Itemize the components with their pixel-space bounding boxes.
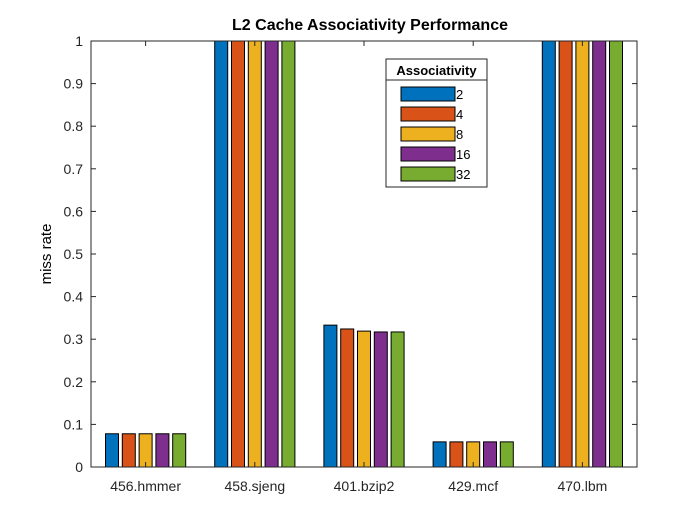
bar-470.lbm-series-32 [609, 40, 623, 468]
y-tick-label: 0.8 [64, 118, 84, 134]
y-tick-label: 1 [75, 33, 83, 49]
y-tick-label: 0.2 [64, 374, 84, 390]
bar-458.sjeng-series-4 [231, 40, 245, 468]
bar-458.sjeng-series-32 [281, 40, 296, 468]
legend-label-2: 2 [456, 87, 463, 102]
x-tick-label: 470.lbm [557, 478, 607, 494]
legend-swatch-32 [400, 166, 456, 182]
y-tick-label: 0.1 [64, 416, 84, 432]
bar-470.lbm-series-16 [592, 40, 607, 468]
bar-456.hmmer-series-2 [105, 433, 119, 468]
legend-swatch-2 [400, 86, 456, 102]
legend-label-32: 32 [456, 167, 470, 182]
y-tick-label: 0.5 [64, 246, 84, 262]
x-tick-label: 401.bzip2 [334, 478, 395, 494]
legend-swatch-8 [400, 126, 456, 142]
y-tick-label: 0.3 [64, 331, 84, 347]
legend-swatch-4 [400, 106, 456, 122]
bar-458.sjeng-series-16 [264, 40, 279, 468]
y-tick-label: 0.4 [64, 289, 84, 305]
bar-429.mcf-series-16 [483, 441, 497, 468]
plot-area: 456.hmmer 458.sjeng 401.bzip2 429.mcf 470.lb… [64, 33, 638, 494]
bar-429.mcf-series-32 [499, 441, 514, 468]
legend-label-8: 8 [456, 127, 463, 142]
bar-458.sjeng-series-8 [247, 40, 262, 468]
bar-429.mcf-series-4 [449, 441, 464, 468]
x-tick-label: 429.mcf [448, 478, 498, 494]
bar-401.bzip2-series-16 [373, 331, 388, 468]
y-tick-label: 0.6 [64, 203, 84, 219]
x-tick-label: 456.hmmer [110, 478, 181, 494]
legend-swatch-16 [400, 146, 456, 162]
x-tick-label: 458.sjeng [224, 478, 285, 494]
y-tick-label: 0.7 [64, 161, 84, 177]
y-tick-label: 0 [75, 459, 83, 475]
y-tick-label: 0.9 [64, 76, 84, 92]
bar-401.bzip2-series-32 [390, 331, 405, 468]
bar-470.lbm-series-2 [541, 40, 556, 468]
bar-470.lbm-series-8 [575, 40, 590, 468]
legend-label-16: 16 [456, 147, 470, 162]
bar-458.sjeng-series-2 [214, 40, 229, 468]
axes-box [90, 40, 638, 468]
bar-456.hmmer-series-32 [172, 433, 187, 468]
y-axis-label: miss rate [38, 224, 55, 285]
chart-title: L2 Cache Associativity Performance [232, 17, 508, 34]
bar-456.hmmer-series-4 [121, 433, 136, 468]
legend-title: Associativity [396, 63, 477, 78]
bar-401.bzip2-series-2 [323, 324, 338, 468]
legend-label-4: 4 [456, 107, 463, 122]
bar-401.bzip2-series-8 [357, 330, 371, 468]
bar-470.lbm-series-4 [558, 40, 573, 468]
bar-456.hmmer-series-16 [155, 433, 170, 468]
bar-429.mcf-series-2 [432, 441, 447, 468]
bar-401.bzip2-series-4 [340, 328, 355, 468]
